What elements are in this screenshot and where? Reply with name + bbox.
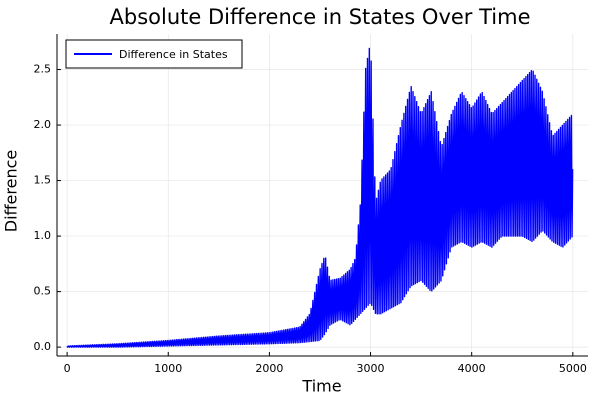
x-tick-label: 5000 <box>559 362 587 375</box>
y-axis-label: Difference <box>2 150 21 232</box>
x-tick-label: 2000 <box>255 362 283 375</box>
y-tick-label: 2.5 <box>34 63 52 76</box>
y-tick-label: 1.5 <box>34 174 52 187</box>
x-tick-label: 1000 <box>154 362 182 375</box>
x-ticks: 0 1000 2000 3000 4000 5000 <box>64 352 587 375</box>
x-axis-label: Time <box>301 377 341 396</box>
y-tick-label: 1.0 <box>34 229 52 242</box>
chart-title: Absolute Difference in States Over Time <box>110 5 531 29</box>
legend-label: Difference in States <box>119 48 228 61</box>
series-layer <box>66 47 574 348</box>
legend: Difference in States <box>65 39 243 69</box>
y-ticks: 0.0 0.5 1.0 1.5 2.0 2.5 <box>34 63 61 353</box>
y-tick-label: 0.0 <box>34 340 52 353</box>
x-tick-label: 0 <box>64 362 71 375</box>
axes <box>56 34 588 357</box>
y-tick-label: 2.0 <box>34 118 52 131</box>
x-tick-label: 3000 <box>357 362 385 375</box>
y-tick-label: 0.5 <box>34 285 52 298</box>
x-tick-label: 4000 <box>458 362 486 375</box>
series-line <box>66 47 574 348</box>
